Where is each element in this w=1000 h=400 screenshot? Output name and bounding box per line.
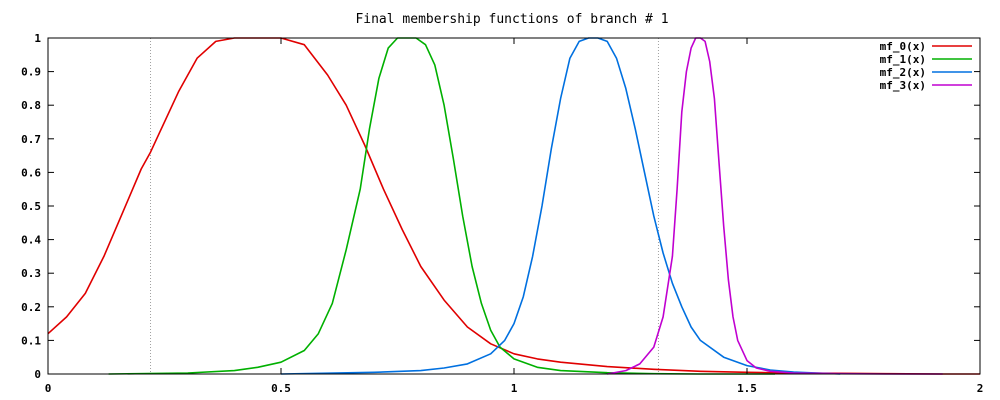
- series-line-2: [280, 37, 841, 375]
- chart-title: Final membership functions of branch # 1: [355, 12, 668, 27]
- reference-lines: [150, 38, 659, 374]
- legend: mf_0(x)mf_1(x)mf_2(x)mf_3(x): [880, 40, 972, 92]
- y-tick-label-1: 0.1: [21, 334, 41, 347]
- y-tick-label-4: 0.4: [21, 234, 41, 247]
- series-line-1: [108, 37, 775, 375]
- legend-label-2: mf_2(x): [880, 66, 926, 79]
- legend-label-3: mf_3(x): [880, 79, 926, 92]
- y-tick-label-9: 0.9: [21, 66, 41, 79]
- axes: 0 0.1 0.2 0.3 0.4 0.5 0.6 0.7 0.8 0.9 1 0 0.5 1 1.5 2: [21, 32, 983, 395]
- x-tick-label-1: 0.5: [271, 382, 291, 395]
- y-tick-label-7: 0.7: [21, 133, 41, 146]
- legend-label-0: mf_0(x): [880, 40, 926, 53]
- y-tick-label-0: 0: [34, 368, 41, 381]
- y-tick-label-5: 0.5: [21, 200, 41, 213]
- x-tick-label-3: 1.5: [737, 382, 757, 395]
- y-tick-label-8: 0.8: [21, 99, 41, 112]
- y-tick-label-2: 0.2: [21, 301, 41, 314]
- x-tick-label-4: 2: [977, 382, 984, 395]
- x-tick-label-2: 1: [511, 382, 518, 395]
- y-tick-label-10: 1: [34, 32, 41, 45]
- y-tick-label-6: 0.6: [21, 166, 41, 179]
- x-tick-label-0: 0: [45, 382, 52, 395]
- y-tick-label-3: 0.3: [21, 267, 41, 280]
- series-lines: [47, 37, 980, 375]
- legend-label-1: mf_1(x): [880, 53, 926, 66]
- series-line-0: [47, 37, 980, 375]
- series-line-3: [607, 37, 943, 375]
